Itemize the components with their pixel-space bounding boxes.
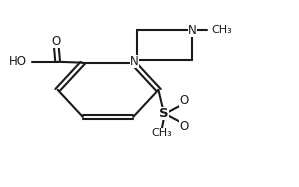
- Text: O: O: [51, 35, 61, 48]
- Text: HO: HO: [9, 55, 27, 68]
- Text: O: O: [179, 94, 188, 107]
- Text: CH₃: CH₃: [151, 128, 172, 138]
- Text: N: N: [130, 55, 139, 68]
- Text: N: N: [188, 24, 197, 37]
- Text: O: O: [179, 120, 188, 133]
- Text: S: S: [159, 107, 169, 120]
- Text: CH₃: CH₃: [211, 25, 232, 36]
